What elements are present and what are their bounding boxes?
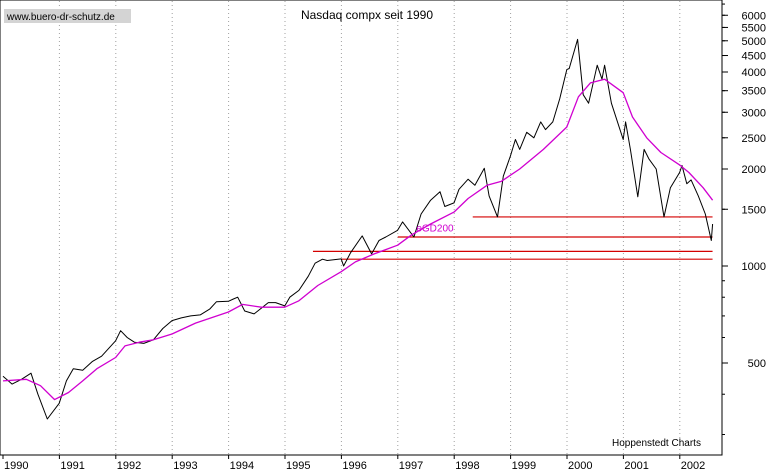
source-label: www.buero-dr-schutz.de [6,12,115,23]
y-tick-label-4500: 4500 [742,51,766,63]
y-tick-label-3000: 3000 [742,107,766,119]
x-tick-label-1991: 1991 [60,460,84,472]
x-tick-label-1997: 1997 [399,460,423,472]
plot-area [0,0,723,456]
y-tick-label-6000: 6000 [742,10,766,22]
x-tick-label-1996: 1996 [342,460,366,472]
y-tick-label-5000: 5000 [742,36,766,48]
x-tick-label-1999: 1999 [512,460,536,472]
series-line-egd200 [2,78,714,401]
source-label-bg [4,9,131,23]
chart-title: Nasdaq compx seit 1990 [301,8,433,22]
y-tick-label-4000: 4000 [742,67,766,79]
x-tick-label-1998: 1998 [455,460,479,472]
series-lines [2,38,714,420]
y-tick-label-1000: 1000 [742,261,766,273]
series-line-nasdaq [2,38,714,420]
y-tick-label-1500: 1500 [742,204,766,216]
y-tick-label-500: 500 [748,358,766,370]
annotations: eGD200 [416,223,454,234]
y-tick-label-3500: 3500 [742,86,766,98]
x-tick-label-2002: 2002 [681,460,705,472]
x-tick-label-2001: 2001 [624,460,648,472]
x-tick-label-1995: 1995 [286,460,310,472]
x-tick-label-1994: 1994 [230,460,254,472]
credit-label: Hoppenstedt Charts [612,438,701,449]
x-tick-label-1993: 1993 [173,460,197,472]
x-tick-label-1990: 1990 [4,460,28,472]
annotation-egd200: eGD200 [416,223,454,234]
x-axis: 1990 1991 1992 1993 1994 1995 1996 1997 1998 1999… [2,455,705,472]
x-tick-label-2000: 2000 [568,460,592,472]
y-tick-label-5500: 5500 [742,22,766,34]
x-tick-label-1992: 1992 [117,460,141,472]
y-tick-label-2000: 2000 [742,164,766,176]
y-tick-label-2500: 2500 [742,133,766,145]
